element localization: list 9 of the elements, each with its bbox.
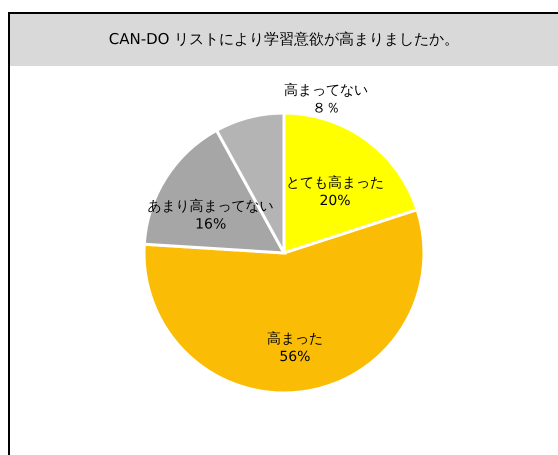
chart-title: CAN-DO リストにより学習意欲が高まりましたか。 xyxy=(10,14,558,66)
data-label: ８％ xyxy=(312,100,340,116)
slice-label: 高まった xyxy=(266,331,323,348)
data-label: 56% xyxy=(279,349,310,366)
slice-label: とても高まった xyxy=(286,174,384,191)
slice-label: あまり高まってない xyxy=(148,198,274,214)
slice-label: 高まってない xyxy=(284,82,368,98)
data-label: 20% xyxy=(319,192,351,209)
data-label: 16% xyxy=(195,216,226,232)
